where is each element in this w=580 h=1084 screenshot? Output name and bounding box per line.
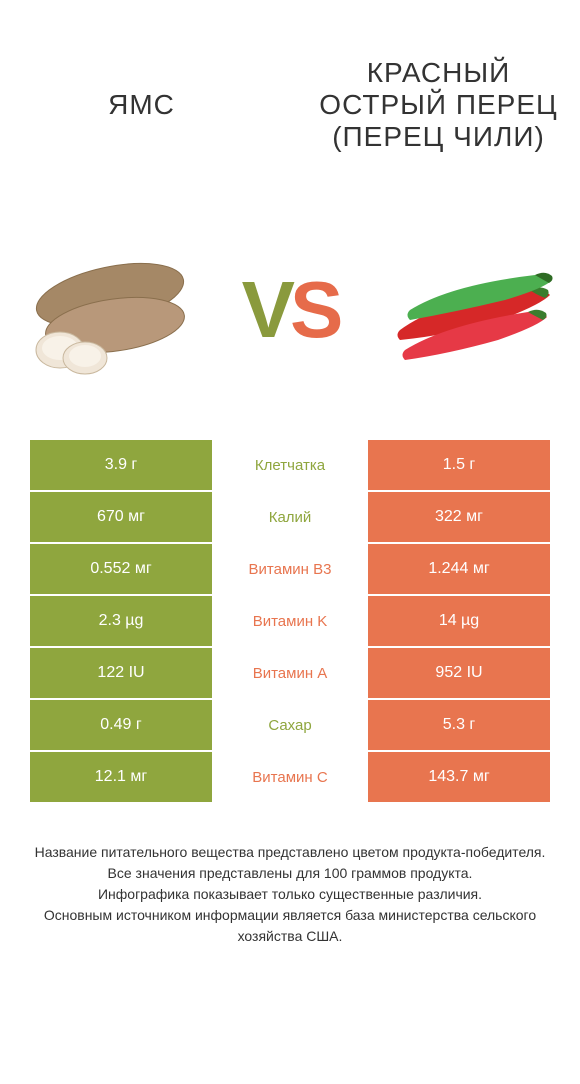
cell-nutrient-label: Сахар	[212, 700, 368, 750]
cell-nutrient-label: Клетчатка	[212, 440, 368, 490]
table-row: 122 IUВитамин A952 IU	[30, 648, 550, 698]
cell-right-value: 5.3 г	[368, 700, 550, 750]
table-row: 670 мгКалий322 мг	[30, 492, 550, 542]
title-right: КРАСНЫЙ ОСТРЫЙ ПЕРЕЦ (ПЕРЕЦ ЧИЛИ)	[317, 57, 560, 153]
cell-left-value: 122 IU	[30, 648, 212, 698]
cell-left-value: 12.1 мг	[30, 752, 212, 802]
vs-label: VS	[242, 264, 339, 356]
cell-right-value: 14 µg	[368, 596, 550, 646]
table-row: 3.9 гКлетчатка1.5 г	[30, 440, 550, 490]
cell-nutrient-label: Витамин C	[212, 752, 368, 802]
cell-nutrient-label: Калий	[212, 492, 368, 542]
cell-left-value: 0.49 г	[30, 700, 212, 750]
vs-s: S	[290, 265, 338, 354]
cell-left-value: 2.3 µg	[30, 596, 212, 646]
vs-v: V	[242, 265, 290, 354]
title-left: ЯМС	[20, 89, 263, 121]
cell-left-value: 670 мг	[30, 492, 212, 542]
footnote: Название питательного вещества представл…	[20, 842, 560, 947]
cell-nutrient-label: Витамин B3	[212, 544, 368, 594]
cell-nutrient-label: Витамин K	[212, 596, 368, 646]
cell-nutrient-label: Витамин A	[212, 648, 368, 698]
cell-right-value: 143.7 мг	[368, 752, 550, 802]
footnote-line-3: Инфографика показывает только существенн…	[30, 884, 550, 905]
table-row: 0.552 мгВитамин B31.244 мг	[30, 544, 550, 594]
table-row: 2.3 µgВитамин K14 µg	[30, 596, 550, 646]
cell-right-value: 1.244 мг	[368, 544, 550, 594]
cell-right-value: 1.5 г	[368, 440, 550, 490]
table-row: 0.49 гСахар5.3 г	[30, 700, 550, 750]
infographic-container: ЯМС КРАСНЫЙ ОСТРЫЙ ПЕРЕЦ (ПЕРЕЦ ЧИЛИ) VS	[0, 0, 580, 967]
footnote-line-1: Название питательного вещества представл…	[30, 842, 550, 863]
table-row: 12.1 мгВитамин C143.7 мг	[30, 752, 550, 802]
chili-image	[380, 230, 560, 390]
footnote-line-2: Все значения представлены для 100 граммо…	[30, 863, 550, 884]
footnote-line-4: Основным источником информации является …	[30, 905, 550, 947]
vs-row: VS	[20, 220, 560, 400]
comparison-table: 3.9 гКлетчатка1.5 г670 мгКалий322 мг0.55…	[20, 440, 560, 802]
cell-right-value: 322 мг	[368, 492, 550, 542]
titles-row: ЯМС КРАСНЫЙ ОСТРЫЙ ПЕРЕЦ (ПЕРЕЦ ЧИЛИ)	[20, 30, 560, 180]
cell-left-value: 3.9 г	[30, 440, 212, 490]
cell-left-value: 0.552 мг	[30, 544, 212, 594]
yam-image	[20, 230, 200, 390]
cell-right-value: 952 IU	[368, 648, 550, 698]
